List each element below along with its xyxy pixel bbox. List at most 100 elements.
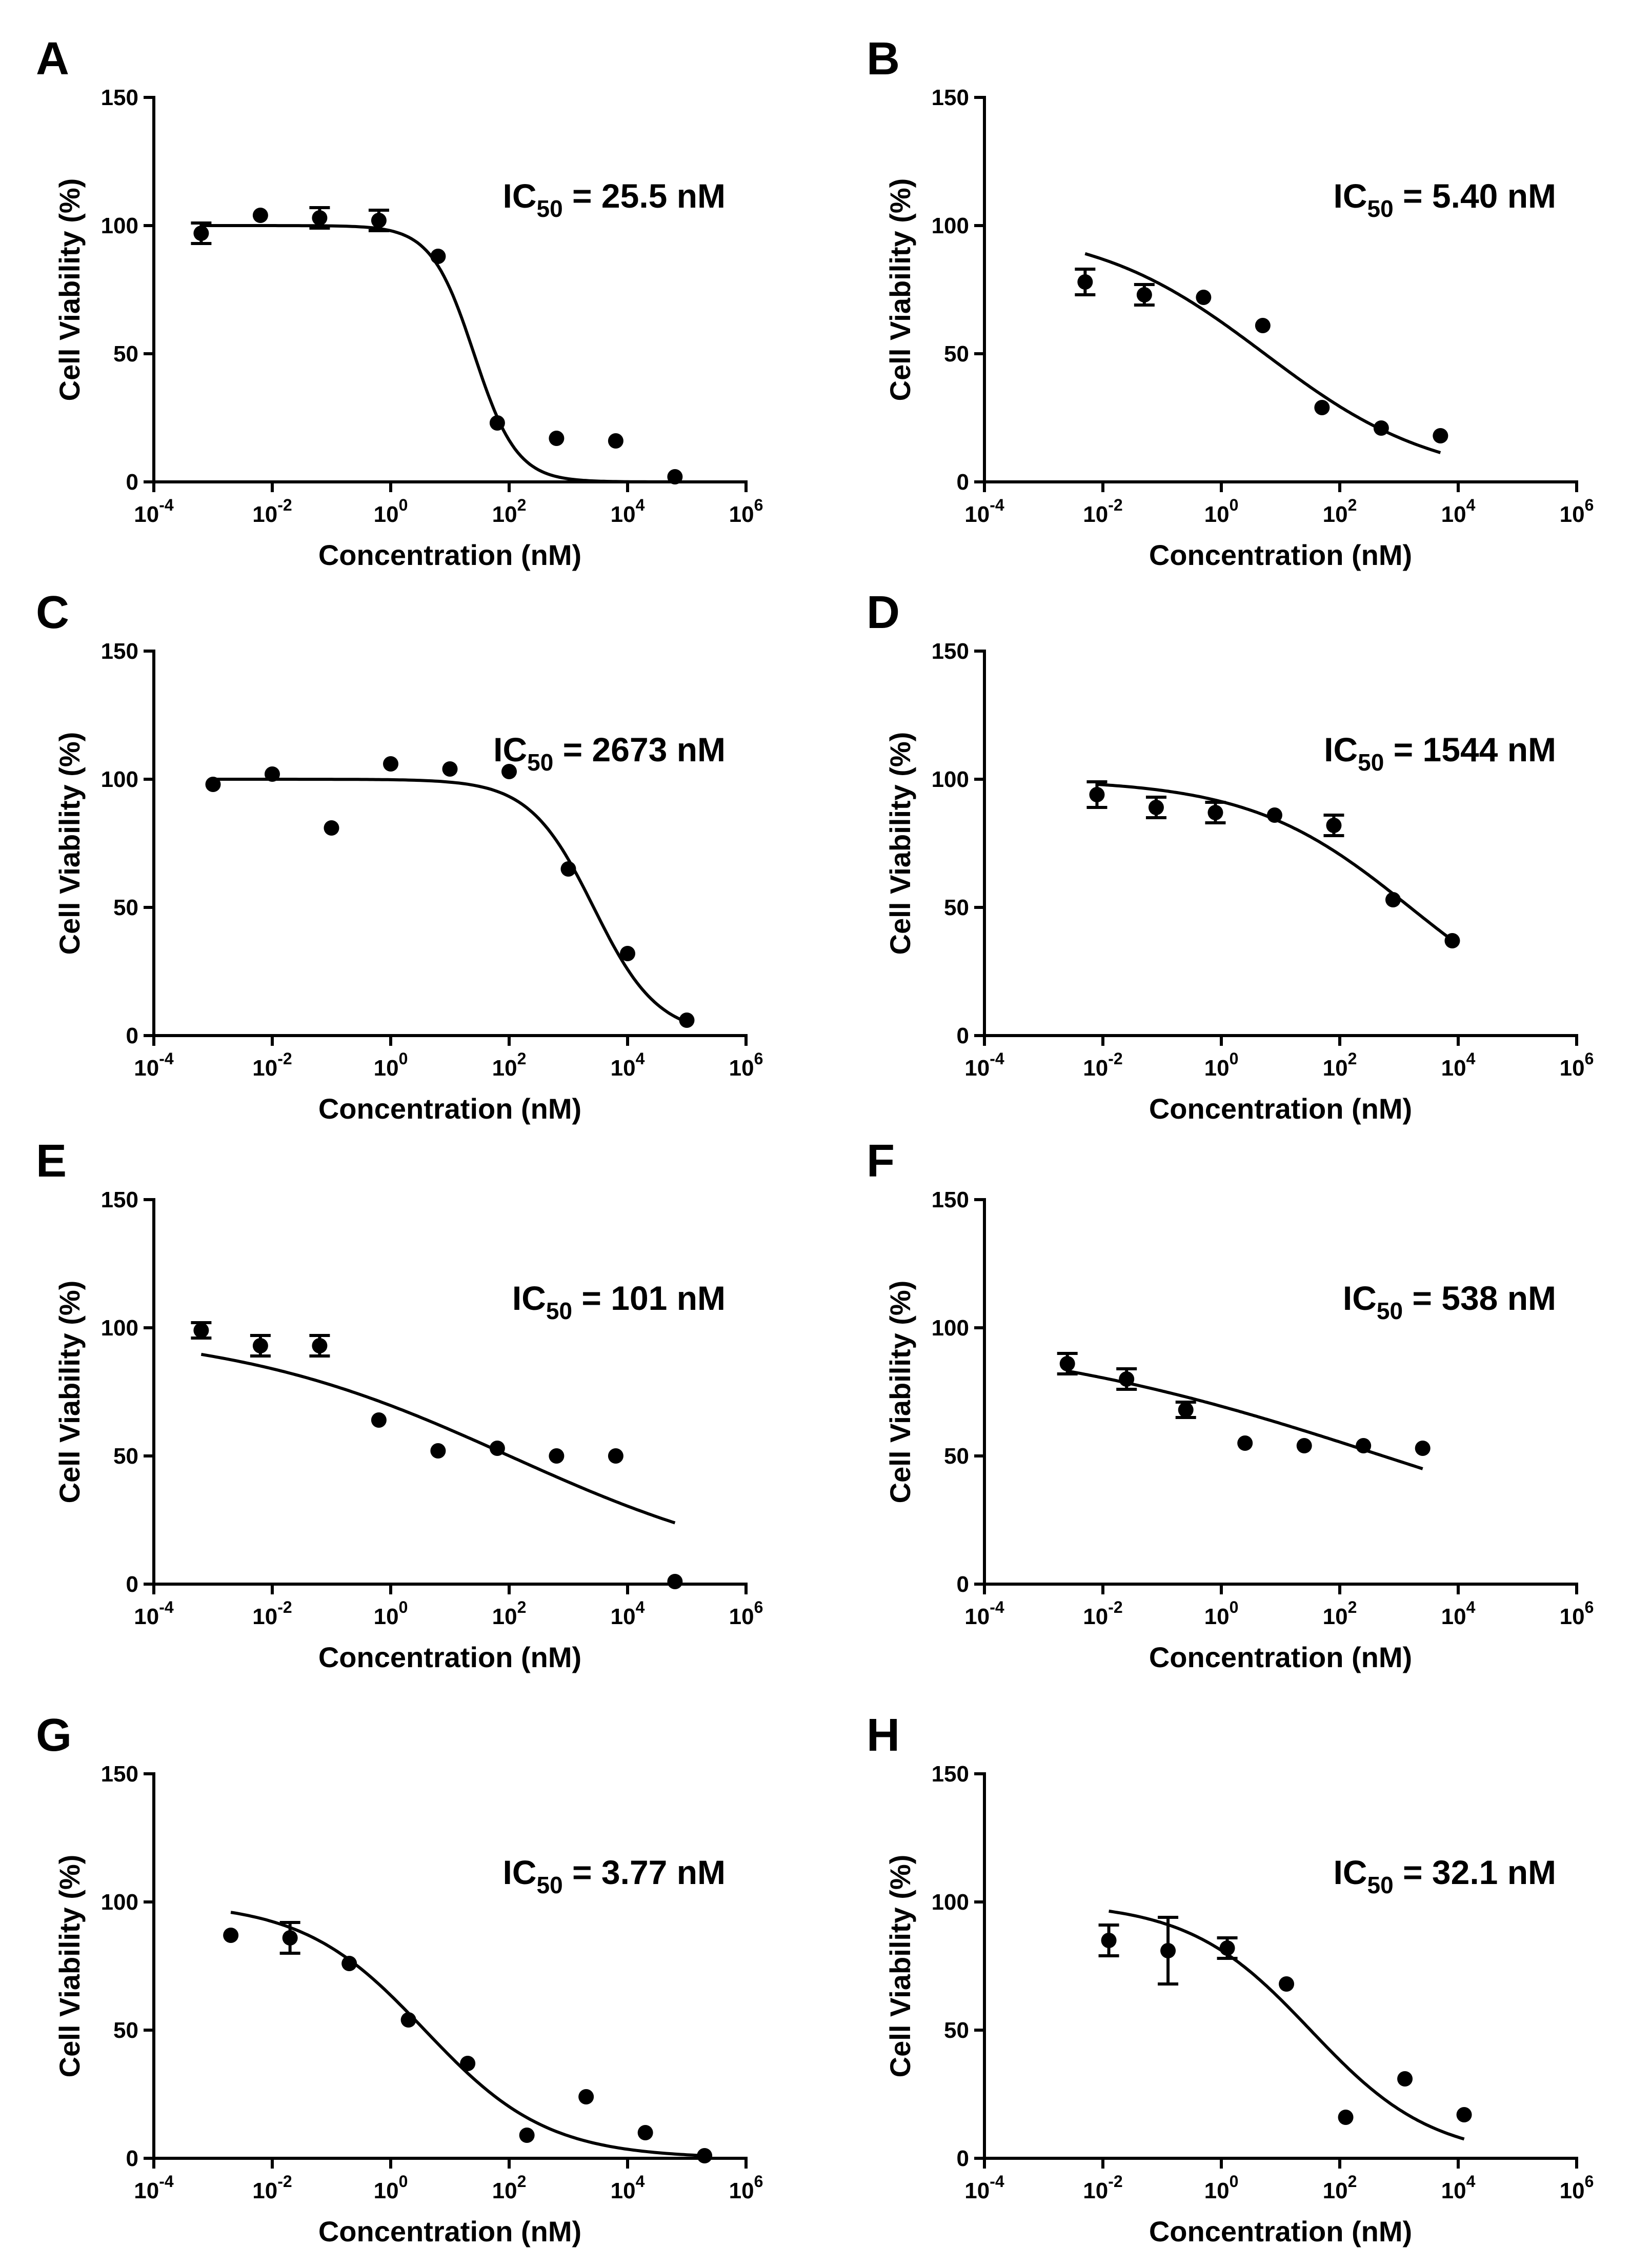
x-tick-label: 10-2 bbox=[1083, 1598, 1122, 1629]
data-point bbox=[1136, 287, 1152, 302]
x-tick-label: 102 bbox=[1323, 1049, 1357, 1081]
ic50-annotation: IC50 = 32.1 nM bbox=[1334, 1853, 1556, 1898]
y-axis-title: Cell Viability (%) bbox=[884, 1281, 916, 1504]
data-point bbox=[1385, 892, 1401, 907]
y-tick-label: 150 bbox=[101, 1761, 138, 1787]
data-point bbox=[578, 2089, 594, 2104]
data-point bbox=[1356, 1438, 1372, 1453]
y-tick-label: 150 bbox=[932, 639, 969, 664]
data-point bbox=[519, 2128, 535, 2143]
x-tick-label: 10-4 bbox=[964, 1049, 1004, 1081]
panel-g: G 0 50 100 150 10-4 10-2 100 102 104 106 Concentrat… bbox=[36, 1710, 763, 2247]
data-point bbox=[223, 1928, 239, 1943]
y-tick-label: 50 bbox=[113, 2018, 138, 2043]
x-tick-label: 104 bbox=[1441, 496, 1476, 527]
x-tick-label: 104 bbox=[1441, 2172, 1476, 2203]
x-tick-label: 102 bbox=[492, 1049, 527, 1081]
fit-curve bbox=[200, 1352, 676, 1525]
data-point bbox=[1326, 818, 1342, 833]
y-tick-label: 100 bbox=[932, 767, 969, 792]
data-point bbox=[193, 1323, 209, 1338]
data-point bbox=[282, 1930, 298, 1946]
x-axis-title: Concentration (nM) bbox=[1149, 2215, 1412, 2247]
x-tick-label: 100 bbox=[1204, 496, 1239, 527]
data-point bbox=[679, 1012, 695, 1028]
x-axis-title: Concentration (nM) bbox=[318, 1092, 581, 1125]
y-tick-label: 0 bbox=[126, 2146, 138, 2171]
panel-letter: B bbox=[867, 33, 900, 85]
data-point bbox=[1089, 787, 1105, 802]
panel-f: F 0 50 100 150 10-4 10-2 100 102 104 106 Concentrat… bbox=[867, 1136, 1594, 1673]
y-tick-label: 50 bbox=[113, 341, 138, 367]
data-point bbox=[608, 1448, 623, 1464]
data-point bbox=[265, 766, 280, 782]
x-tick-label: 104 bbox=[611, 1598, 645, 1629]
fit-curve bbox=[1109, 1909, 1465, 2141]
y-tick-label: 50 bbox=[944, 2018, 969, 2043]
fit-curve bbox=[213, 778, 688, 1024]
data-point bbox=[460, 2056, 476, 2071]
x-tick-label: 10-2 bbox=[252, 1598, 292, 1629]
ic50-annotation: IC50 = 5.40 nM bbox=[1334, 177, 1556, 222]
panel-letter: H bbox=[867, 1710, 900, 1761]
x-tick-label: 102 bbox=[492, 1598, 527, 1629]
y-axis-title: Cell Viability (%) bbox=[53, 178, 86, 401]
y-tick-label: 50 bbox=[944, 341, 969, 367]
data-point bbox=[637, 2125, 653, 2140]
x-axis-title: Concentration (nM) bbox=[1149, 1641, 1412, 1673]
x-tick-label: 100 bbox=[374, 2172, 408, 2203]
data-point bbox=[430, 249, 446, 264]
data-point bbox=[1219, 1940, 1235, 1956]
ic50-annotation: IC50 = 25.5 nM bbox=[503, 177, 726, 222]
panel-c: C 0 50 100 150 10-4 10-2 100 102 104 106 Concentrat… bbox=[36, 587, 763, 1125]
panel-a: A 0 50 100 150 10-4 10-2 100 102 104 106 Concentrat… bbox=[36, 33, 763, 571]
data-point bbox=[1279, 1976, 1295, 1992]
data-point bbox=[371, 213, 387, 228]
ic50-annotation: IC50 = 101 nM bbox=[512, 1279, 726, 1324]
data-point bbox=[442, 761, 458, 777]
data-point bbox=[1160, 1943, 1176, 1958]
data-point bbox=[549, 431, 565, 446]
y-tick-label: 0 bbox=[957, 2146, 969, 2171]
y-axis-title: Cell Viability (%) bbox=[53, 1281, 86, 1504]
x-tick-label: 106 bbox=[1560, 2172, 1594, 2203]
x-tick-label: 102 bbox=[1323, 496, 1357, 527]
data-point bbox=[1444, 933, 1460, 948]
data-point bbox=[430, 1443, 446, 1459]
data-point bbox=[1296, 1438, 1312, 1453]
y-tick-label: 0 bbox=[126, 470, 138, 495]
y-tick-label: 50 bbox=[944, 895, 969, 920]
data-point bbox=[1207, 805, 1223, 820]
data-point bbox=[252, 1338, 268, 1353]
x-tick-label: 104 bbox=[611, 1049, 645, 1081]
x-axis-title: Concentration (nM) bbox=[1149, 539, 1412, 571]
x-tick-label: 100 bbox=[374, 1049, 408, 1081]
y-tick-label: 100 bbox=[932, 213, 969, 238]
data-point bbox=[383, 756, 398, 772]
panel-h: H 0 50 100 150 10-4 10-2 100 102 104 106 Concentrat… bbox=[867, 1710, 1594, 2247]
x-tick-label: 100 bbox=[374, 1598, 408, 1629]
y-tick-label: 50 bbox=[113, 1444, 138, 1469]
x-tick-label: 106 bbox=[729, 1598, 763, 1629]
x-axis-title: Concentration (nM) bbox=[318, 539, 581, 571]
x-tick-label: 102 bbox=[1323, 2172, 1357, 2203]
fit-curve bbox=[230, 1911, 705, 2157]
data-point bbox=[549, 1448, 565, 1464]
data-point bbox=[1433, 428, 1448, 443]
data-point bbox=[489, 1441, 505, 1456]
x-tick-label: 102 bbox=[1323, 1598, 1357, 1629]
data-point bbox=[1196, 290, 1212, 305]
data-point bbox=[620, 946, 635, 961]
ic50-annotation: IC50 = 1544 nM bbox=[1324, 731, 1556, 776]
y-tick-label: 150 bbox=[932, 1761, 969, 1787]
data-point bbox=[501, 764, 517, 779]
x-tick-label: 106 bbox=[729, 1049, 763, 1081]
y-tick-label: 100 bbox=[101, 1890, 138, 1915]
ic50-annotation: IC50 = 538 nM bbox=[1343, 1279, 1556, 1324]
panel-d: D 0 50 100 150 10-4 10-2 100 102 104 106 Concentrat… bbox=[867, 587, 1594, 1125]
x-tick-label: 102 bbox=[492, 2172, 527, 2203]
data-point bbox=[608, 433, 623, 449]
y-tick-label: 100 bbox=[101, 1315, 138, 1341]
x-axis-title: Concentration (nM) bbox=[318, 2215, 581, 2247]
y-axis-title: Cell Viability (%) bbox=[884, 1855, 916, 2078]
